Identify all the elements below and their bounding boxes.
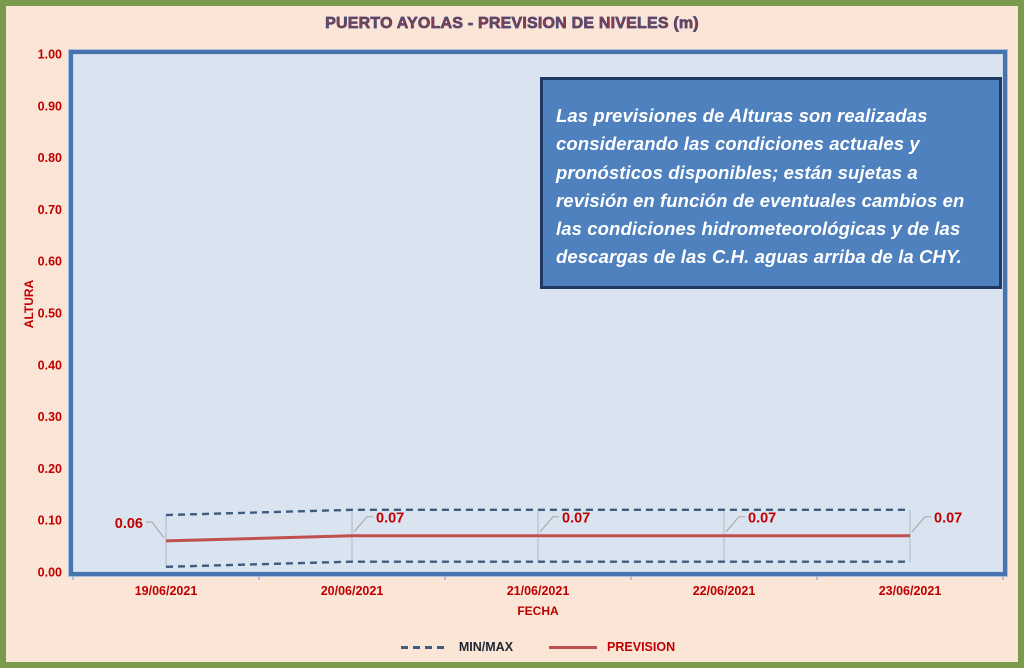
y-tick-label: 0.70 (38, 203, 62, 217)
chart-title: PUERTO AYOLAS - PREVISION DE NIVELES (m) (325, 15, 699, 33)
y-tick-label: 0.60 (38, 255, 62, 269)
y-tick-label: 0.50 (38, 307, 62, 321)
y-tick-label: 1.00 (38, 48, 62, 62)
y-tick-label: 0.10 (38, 514, 62, 528)
legend: MIN/MAX PREVISION (69, 638, 1007, 656)
x-axis-title: FECHA (517, 604, 559, 618)
y-tick-label: 0.90 (38, 99, 62, 113)
info-text: Las previsiones de Alturas son realizada… (556, 105, 965, 268)
x-tick-label: 21/06/2021 (507, 584, 570, 598)
x-tick-label: 22/06/2021 (693, 584, 756, 598)
y-axis-title: ALTURA (22, 279, 36, 329)
x-tick-label: 20/06/2021 (321, 584, 384, 598)
info-text-box: Las previsiones de Alturas son realizada… (540, 77, 1002, 289)
prevision-legend-swatch (549, 645, 598, 649)
x-tick-label: 23/06/2021 (879, 584, 942, 598)
y-tick-label: 0.80 (38, 151, 62, 165)
minmax-legend-swatch (400, 645, 449, 649)
prevision-legend-label: PREVISION (607, 640, 676, 654)
y-tick-label: 0.00 (38, 566, 62, 580)
y-tick-label: 0.40 (38, 358, 62, 372)
y-tick-label: 0.20 (38, 462, 62, 476)
y-tick-label: 0.30 (38, 410, 62, 424)
x-tick-label: 19/06/2021 (135, 584, 198, 598)
minmax-legend-label: MIN/MAX (458, 640, 514, 654)
